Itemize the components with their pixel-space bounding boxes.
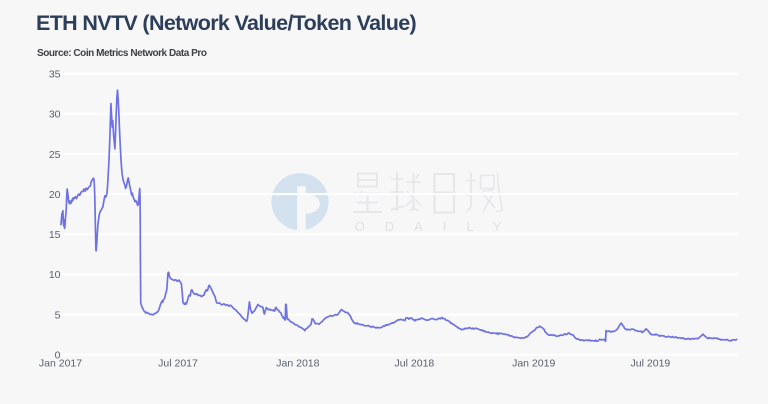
- svg-text:0: 0: [55, 350, 61, 362]
- svg-text:Jan 2019: Jan 2019: [512, 358, 555, 370]
- svg-text:Jan 2017: Jan 2017: [39, 358, 82, 370]
- svg-text:30: 30: [49, 109, 61, 121]
- svg-text:10: 10: [49, 269, 61, 281]
- svg-text:15: 15: [49, 229, 61, 241]
- svg-text:Jan 2018: Jan 2018: [276, 358, 319, 370]
- svg-text:35: 35: [49, 69, 61, 81]
- svg-text:25: 25: [49, 149, 61, 161]
- svg-text:Jul 2019: Jul 2019: [631, 358, 671, 370]
- svg-text:20: 20: [49, 189, 61, 201]
- svg-text:Jul 2018: Jul 2018: [395, 358, 435, 370]
- svg-text:5: 5: [55, 309, 61, 321]
- svg-text:ODAILY: ODAILY: [355, 219, 522, 234]
- svg-text:Jul 2017: Jul 2017: [158, 358, 198, 370]
